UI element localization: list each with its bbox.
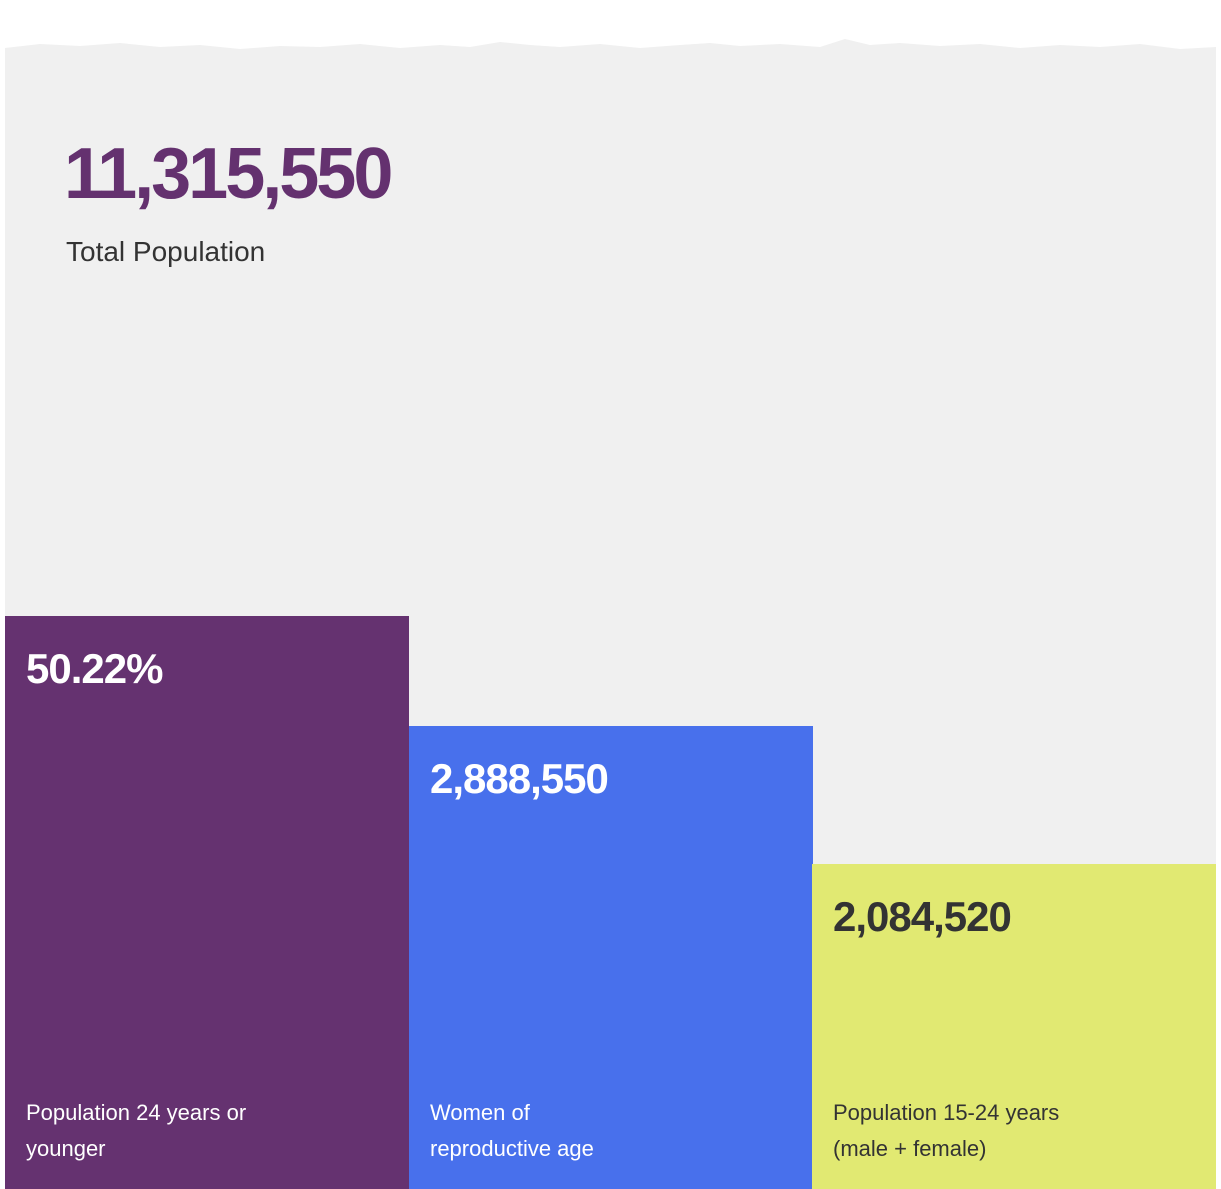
total-value: 11,315,550 [64, 134, 393, 214]
card-label-line: reproductive age [430, 1136, 594, 1161]
card-value: 50.22% [26, 645, 163, 692]
card-label: Population 24 years or younger [26, 1095, 246, 1167]
stat-card: 50.22% Population 24 years or younger [5, 616, 409, 1189]
card-label-line: Population 24 years or [26, 1100, 247, 1125]
card-label: Population 15-24 years (male + female) [833, 1095, 1059, 1167]
card-label: Women of reproductive age [430, 1095, 594, 1167]
card-label-line: Women of [430, 1100, 530, 1125]
card-label-line: Population 15-24 years [833, 1100, 1060, 1125]
total-label: Total Population [66, 236, 266, 267]
stat-card: 2,084,520 Population 15-24 years (male + f… [812, 864, 1216, 1189]
stat-card: 2,888,550 Women of reproductive age [409, 726, 813, 1189]
card-value: 2,888,550 [430, 755, 609, 802]
card-label-line: (male + female) [833, 1136, 987, 1161]
card-value: 2,084,520 [833, 893, 1012, 940]
card-label-line: younger [26, 1136, 106, 1161]
